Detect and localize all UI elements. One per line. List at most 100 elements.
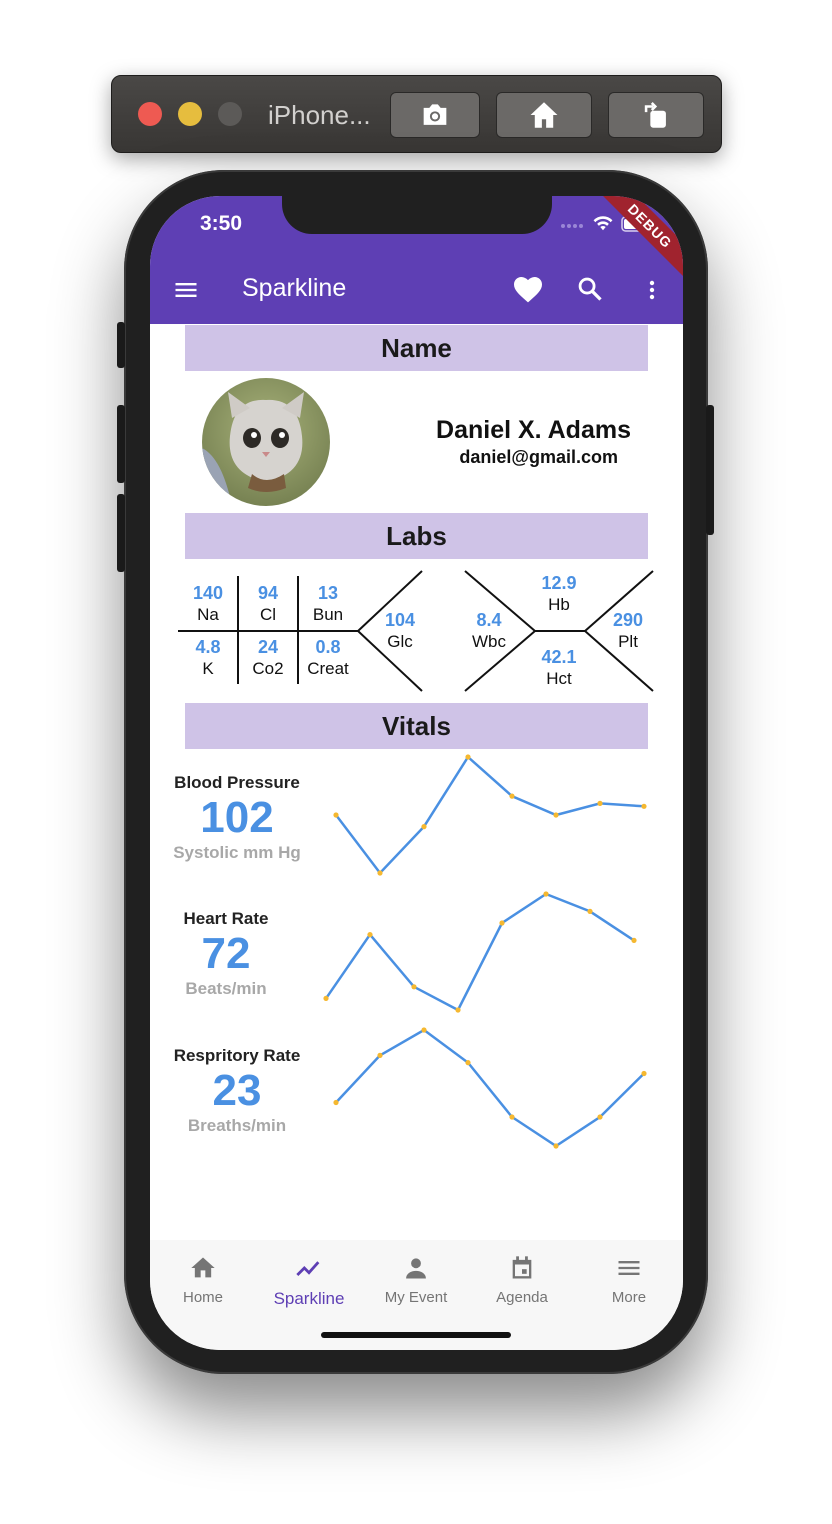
search-icon[interactable] bbox=[576, 275, 604, 303]
lab-hct: 42.1 Hct bbox=[529, 646, 589, 690]
vital-value: 72 bbox=[201, 929, 251, 978]
vital-title: Respritory Rate bbox=[173, 1046, 301, 1065]
sparkline-point bbox=[333, 812, 339, 818]
wifi-icon bbox=[593, 216, 613, 231]
sparkline-point bbox=[543, 891, 549, 897]
lab-value: 13 bbox=[317, 583, 339, 603]
zoom-window-button[interactable] bbox=[218, 102, 242, 126]
sparkline-point bbox=[377, 1052, 383, 1058]
notch bbox=[282, 196, 552, 234]
sparkline-heart-rate bbox=[323, 891, 637, 1013]
sparkline-point bbox=[641, 1070, 647, 1077]
vital-heart-rate: Heart Rate 72 Beats/min bbox=[150, 909, 306, 999]
sparkline-line bbox=[335, 755, 645, 875]
profile-email: daniel@gmail.com bbox=[459, 447, 618, 467]
sparkline-point bbox=[377, 870, 383, 876]
vital-title: Heart Rate bbox=[183, 909, 269, 928]
lab-label: Creat bbox=[307, 659, 349, 678]
lab-value: 42.1 bbox=[541, 647, 577, 667]
sparkline-point bbox=[421, 1027, 427, 1033]
sparkline-point bbox=[587, 908, 593, 914]
lab-creat: 0.8 Creat bbox=[298, 636, 358, 680]
section-header-vitals: Vitals bbox=[185, 703, 648, 749]
minimize-window-button[interactable] bbox=[178, 102, 202, 126]
power-button bbox=[706, 405, 714, 535]
sparkline-point bbox=[509, 1114, 515, 1120]
lab-value: 290 bbox=[612, 610, 644, 630]
lab-value: 4.8 bbox=[195, 637, 221, 657]
vital-blood-pressure: Blood Pressure 102 Systolic mm Hg bbox=[157, 773, 317, 863]
vital-unit: Systolic mm Hg bbox=[173, 843, 301, 862]
sparkline-point bbox=[421, 824, 427, 830]
lab-na: 140 Na bbox=[178, 582, 238, 626]
nav-item-more[interactable]: More bbox=[576, 1254, 682, 1306]
lab-label: Glc bbox=[387, 632, 413, 651]
house-icon bbox=[530, 102, 558, 128]
nav-item-agenda[interactable]: Agenda bbox=[469, 1254, 575, 1306]
volume-up-button bbox=[117, 405, 125, 483]
lab-label: Plt bbox=[618, 632, 638, 651]
silent-switch bbox=[117, 322, 125, 368]
hamburger-icon[interactable] bbox=[172, 276, 200, 304]
lab-glc: 104 Glc bbox=[370, 609, 430, 653]
sparkline-point bbox=[553, 1143, 559, 1149]
nav-label: Home bbox=[182, 1289, 223, 1306]
phone-screen: 3:50 DEBUG Sparkline Name bbox=[150, 196, 683, 1350]
lab-value: 0.8 bbox=[315, 637, 341, 657]
lab-value: 94 bbox=[257, 583, 279, 603]
page-title: Sparkline bbox=[242, 274, 347, 302]
menu-icon bbox=[618, 1261, 640, 1275]
section-header-name: Name bbox=[185, 325, 648, 371]
rotate-icon bbox=[644, 102, 666, 128]
nav-item-sparkline[interactable]: Sparkline bbox=[256, 1254, 362, 1309]
lab-hb: 12.9 Hb bbox=[529, 572, 589, 616]
nav-item-home[interactable]: Home bbox=[150, 1254, 256, 1306]
camera-icon bbox=[423, 104, 447, 125]
more-vert-icon[interactable] bbox=[640, 276, 664, 304]
sparkline-point bbox=[499, 920, 505, 926]
sparkline-respiratory-rate bbox=[333, 1027, 647, 1149]
sparkline-point bbox=[333, 1099, 339, 1106]
calendar-icon bbox=[512, 1256, 532, 1279]
vital-respiratory-rate: Respritory Rate 23 Breaths/min bbox=[157, 1046, 317, 1136]
lab-label: Bun bbox=[312, 605, 344, 624]
lab-k: 4.8 K bbox=[178, 636, 238, 680]
sparkline-point bbox=[411, 984, 417, 990]
lab-label: Co2 bbox=[252, 659, 284, 678]
heart-icon[interactable] bbox=[512, 274, 544, 304]
vital-value: 102 bbox=[200, 793, 274, 842]
lab-label: K bbox=[202, 659, 214, 678]
lab-plt: 290 Plt bbox=[598, 609, 658, 653]
sparkline-line bbox=[324, 892, 635, 1012]
nav-label: Agenda bbox=[496, 1289, 548, 1306]
bottom-navigation: Home Sparkline My Event Agenda More bbox=[150, 1240, 683, 1350]
vital-value: 23 bbox=[212, 1066, 262, 1115]
sparkline-point bbox=[597, 800, 603, 806]
person-icon bbox=[406, 1258, 426, 1279]
home-indicator bbox=[321, 1332, 511, 1338]
home-simulator-button[interactable] bbox=[496, 92, 592, 138]
simulator-title: iPhone... bbox=[268, 100, 371, 130]
lab-label: Hct bbox=[546, 669, 572, 688]
home-icon bbox=[191, 1257, 215, 1278]
sparkline-point bbox=[631, 937, 637, 943]
lab-cl: 94 Cl bbox=[238, 582, 298, 626]
nav-label: Sparkline bbox=[273, 1289, 345, 1308]
sparkline-point bbox=[367, 932, 373, 938]
lab-co2: 24 Co2 bbox=[238, 636, 298, 680]
nav-item-my-event[interactable]: My Event bbox=[363, 1254, 469, 1306]
sparkline-point bbox=[465, 754, 471, 760]
vital-unit: Breaths/min bbox=[187, 1116, 287, 1135]
close-window-button[interactable] bbox=[138, 102, 162, 126]
status-time: 3:50 bbox=[200, 212, 243, 235]
lab-label: Na bbox=[197, 605, 219, 624]
avatar bbox=[202, 378, 330, 506]
screenshot-button[interactable] bbox=[390, 92, 480, 138]
sparkline-point bbox=[641, 803, 647, 809]
lab-value: 104 bbox=[384, 610, 416, 630]
lab-wbc: 8.4 Wbc bbox=[459, 609, 519, 653]
nav-label: My Event bbox=[384, 1289, 448, 1306]
rotate-button[interactable] bbox=[608, 92, 704, 138]
sparkline-point bbox=[553, 812, 559, 818]
volume-down-button bbox=[117, 494, 125, 572]
